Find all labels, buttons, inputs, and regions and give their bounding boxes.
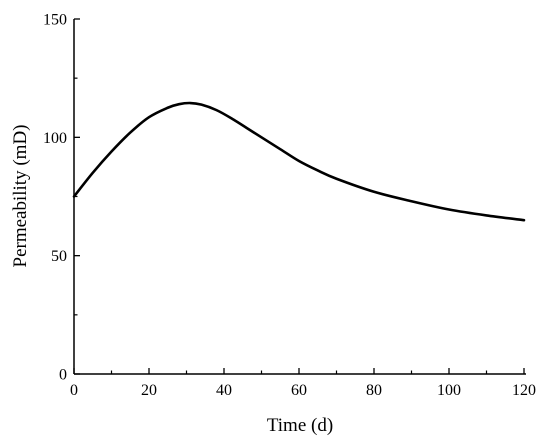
series-line [72, 101, 526, 222]
x-tick-label: 100 [437, 382, 461, 399]
x-axis-title: Time (d) [267, 415, 333, 436]
plot-area [73, 19, 526, 375]
x-tick-label: 120 [512, 382, 536, 399]
x-tick-label: 40 [216, 382, 232, 399]
x-tick-label: 20 [141, 382, 157, 399]
y-tick-label: 100 [43, 130, 67, 147]
x-tick-label: 60 [291, 382, 307, 399]
y-tick-label: 50 [51, 248, 67, 265]
x-axis-ticks: 0 20 40 60 80 100 120 [70, 368, 536, 399]
y-axis-ticks: 0 50 100 150 [43, 12, 80, 384]
y-tick-label: 150 [43, 12, 67, 29]
y-axis-title: Permeability (mD) [10, 125, 31, 268]
series-group [72, 101, 526, 222]
y-tick-label: 0 [59, 367, 67, 384]
x-tick-label: 0 [70, 382, 78, 399]
x-tick-label: 80 [366, 382, 382, 399]
